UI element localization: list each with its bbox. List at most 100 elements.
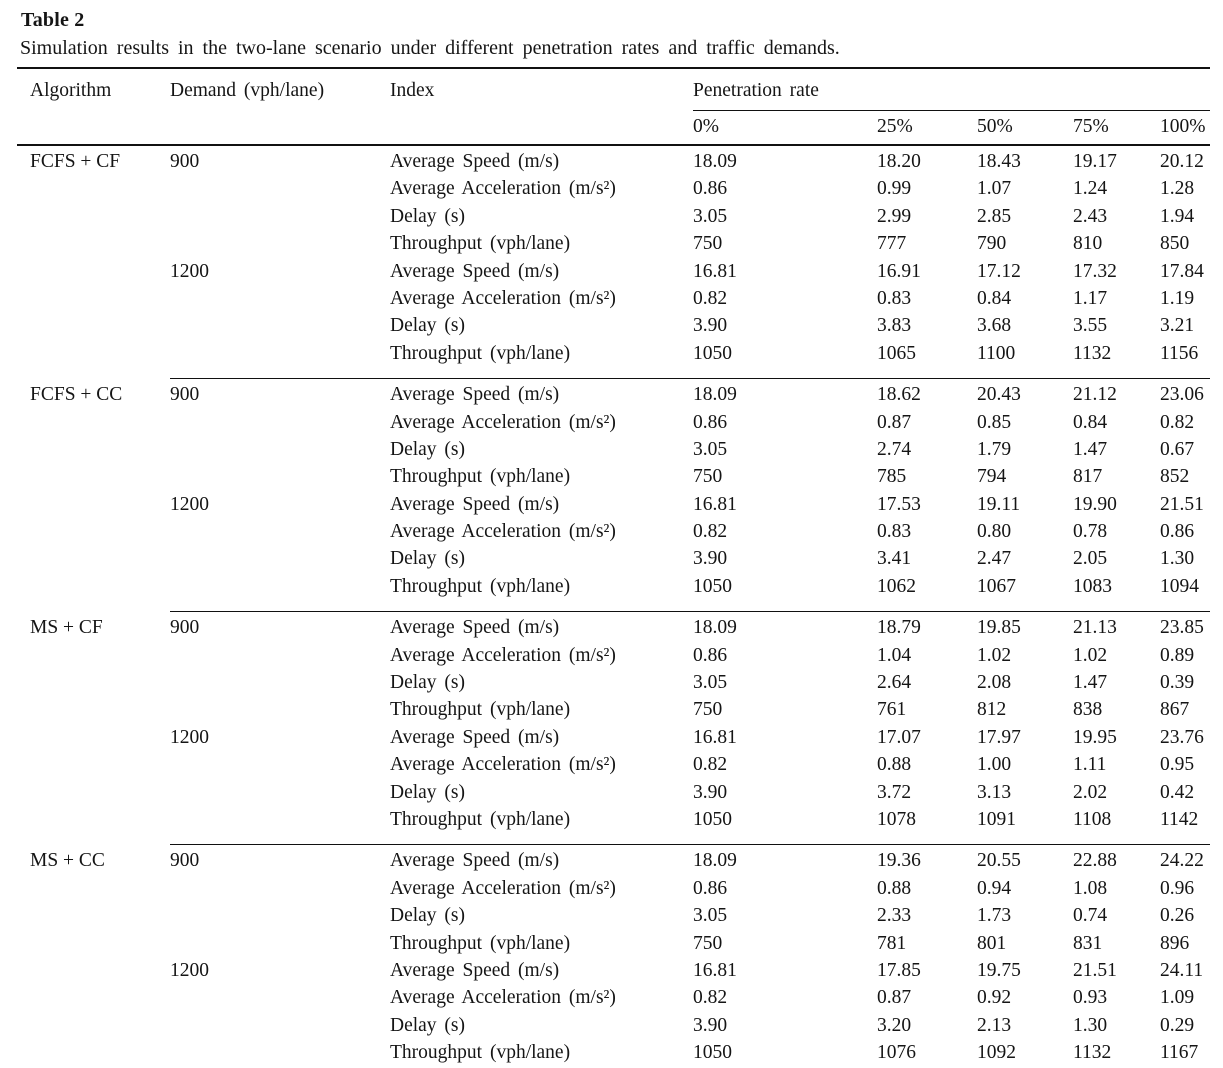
value-cell: 817 — [1073, 466, 1103, 488]
index-label: Average Acceleration (m/s²) — [390, 411, 616, 433]
value-cell: 17.07 — [877, 726, 921, 748]
value-cell: 1.94 — [1160, 205, 1195, 227]
table-title: Table 2 — [21, 9, 85, 31]
value-cell: 1078 — [877, 808, 916, 830]
index-label: Delay (s) — [390, 672, 466, 694]
value-cell: 18.62 — [877, 378, 977, 412]
index-label: Average Speed (m/s) — [390, 959, 560, 981]
table-row: Delay (s) 3.90 3.20 2.13 1.30 0.29 — [17, 1015, 1210, 1042]
value-cell: 794 — [977, 466, 1007, 488]
algorithm-label: MS + CF — [30, 616, 103, 638]
table-row: 1200 Average Speed (m/s) 16.81 16.91 17.12 17… — [17, 261, 1210, 288]
value-cell: 801 — [977, 932, 1007, 954]
value-cell: 2.99 — [877, 205, 912, 227]
value-cell: 18.09 — [693, 151, 737, 172]
algorithm-block: FCFS + CC 900 Average Speed (m/s) 18.09 18.6… — [17, 378, 1211, 612]
table-row: FCFS + CC 900 Average Speed (m/s) 18.09 18.6… — [17, 378, 1211, 494]
value-cell: 750 — [693, 932, 723, 954]
value-cell: 838 — [1073, 699, 1103, 721]
value-cell: 0.95 — [1160, 754, 1195, 776]
table-row: Throughput (vph/lane) 1050 1078 1091 1108 114… — [17, 809, 1210, 845]
value-cell: 3.55 — [1073, 315, 1108, 337]
value-cell: 0.87 — [877, 411, 912, 433]
value-cell: 21.13 — [1073, 611, 1160, 645]
index-label: Delay (s) — [390, 1014, 466, 1036]
value-cell: 0.74 — [1073, 905, 1108, 927]
value-cell: 0.83 — [877, 521, 912, 543]
table-row: Throughput (vph/lane) 1050 1065 1100 1132 115… — [17, 343, 1210, 379]
value-cell: 810 — [1073, 233, 1103, 255]
index-label: Average Speed (m/s) — [390, 151, 560, 172]
value-cell: 1.73 — [977, 905, 1012, 927]
value-cell: 17.12 — [977, 260, 1021, 282]
value-cell: 1167 — [1160, 1042, 1199, 1064]
table-row: FCFS + CF 900 Average Speed (m/s) 18.09 18.2… — [17, 145, 1210, 178]
table-row: 1200 Average Speed (m/s) 16.81 17.07 17.97 19… — [17, 727, 1210, 754]
value-cell: 17.32 — [1073, 260, 1117, 282]
value-cell: 0.86 — [693, 877, 728, 899]
value-cell: 850 — [1160, 233, 1190, 255]
value-cell: 0.82 — [693, 754, 728, 776]
algorithm-label: MS + CC — [30, 849, 105, 871]
index-label: Average Speed (m/s) — [390, 844, 693, 878]
index-label: Delay (s) — [390, 315, 466, 337]
value-cell: 1.09 — [1160, 987, 1195, 1009]
value-cell: 1050 — [693, 1042, 732, 1064]
value-cell: 1.02 — [1073, 644, 1108, 666]
value-cell: 16.81 — [693, 493, 737, 515]
algorithm-block: MS + CC 900 Average Speed (m/s) 18.09 19.36 2… — [17, 844, 1211, 1068]
value-cell: 1094 — [1160, 575, 1199, 597]
value-cell: 3.05 — [693, 438, 728, 460]
penetration-level-0: 0% — [693, 116, 719, 137]
index-label: Average Acceleration (m/s²) — [390, 754, 616, 776]
value-cell: 1.47 — [1073, 672, 1108, 694]
header-row-main: Algorithm Demand (vph/lane) Index Penetr… — [17, 68, 1211, 111]
penetration-level-75: 75% — [1073, 116, 1109, 137]
value-cell: 1100 — [977, 342, 1016, 364]
value-cell: 1050 — [693, 808, 732, 830]
header-row-levels: 0% 25% 50% 75% 100% — [17, 111, 1210, 146]
penetration-level-100: 100% — [1160, 116, 1206, 137]
value-cell: 0.42 — [1160, 781, 1195, 803]
value-cell: 19.11 — [977, 493, 1021, 515]
index-label: Average Speed (m/s) — [390, 611, 693, 645]
index-label: Average Acceleration (m/s²) — [390, 287, 616, 309]
value-cell: 3.05 — [693, 205, 728, 227]
index-label: Average Speed (m/s) — [390, 260, 560, 282]
algorithm-label: FCFS + CF — [30, 151, 121, 172]
value-cell: 3.41 — [877, 548, 912, 570]
value-cell: 1.07 — [977, 178, 1012, 200]
value-cell: 18.20 — [877, 151, 921, 172]
value-cell: 1062 — [877, 575, 916, 597]
value-cell: 16.81 — [693, 959, 737, 981]
value-cell: 1108 — [1073, 808, 1112, 830]
column-header-penetration-rate: Penetration rate — [693, 68, 1211, 111]
value-cell: 23.85 — [1160, 611, 1211, 645]
demand-value: 1200 — [170, 959, 209, 981]
table-row: Throughput (vph/lane) 750 781 801 831 896 — [17, 933, 1210, 960]
value-cell: 2.33 — [877, 905, 912, 927]
index-label: Throughput (vph/lane) — [390, 575, 571, 597]
index-label: Delay (s) — [390, 548, 466, 570]
table-row: Throughput (vph/lane) 750 777 790 810 850 — [17, 233, 1210, 260]
value-cell: 3.21 — [1160, 315, 1195, 337]
value-cell: 0.86 — [693, 411, 728, 433]
value-cell: 19.90 — [1073, 493, 1117, 515]
value-cell: 1.79 — [977, 438, 1012, 460]
value-cell: 896 — [1160, 932, 1190, 954]
value-cell: 0.88 — [877, 754, 912, 776]
value-cell: 0.39 — [1160, 672, 1195, 694]
value-cell: 3.90 — [693, 781, 728, 803]
index-label: Throughput (vph/lane) — [390, 342, 571, 364]
value-cell: 3.90 — [693, 548, 728, 570]
value-cell: 1.04 — [877, 644, 912, 666]
demand-value: 1200 — [170, 493, 209, 515]
table-row: Throughput (vph/lane) 1050 1062 1067 1083 109… — [17, 576, 1210, 612]
value-cell: 1076 — [877, 1042, 916, 1064]
value-cell: 1.47 — [1073, 438, 1108, 460]
value-cell: 0.29 — [1160, 1014, 1195, 1036]
value-cell: 852 — [1160, 466, 1190, 488]
value-cell: 16.81 — [693, 726, 737, 748]
index-label: Average Speed (m/s) — [390, 493, 560, 515]
value-cell: 0.82 — [1160, 411, 1195, 433]
